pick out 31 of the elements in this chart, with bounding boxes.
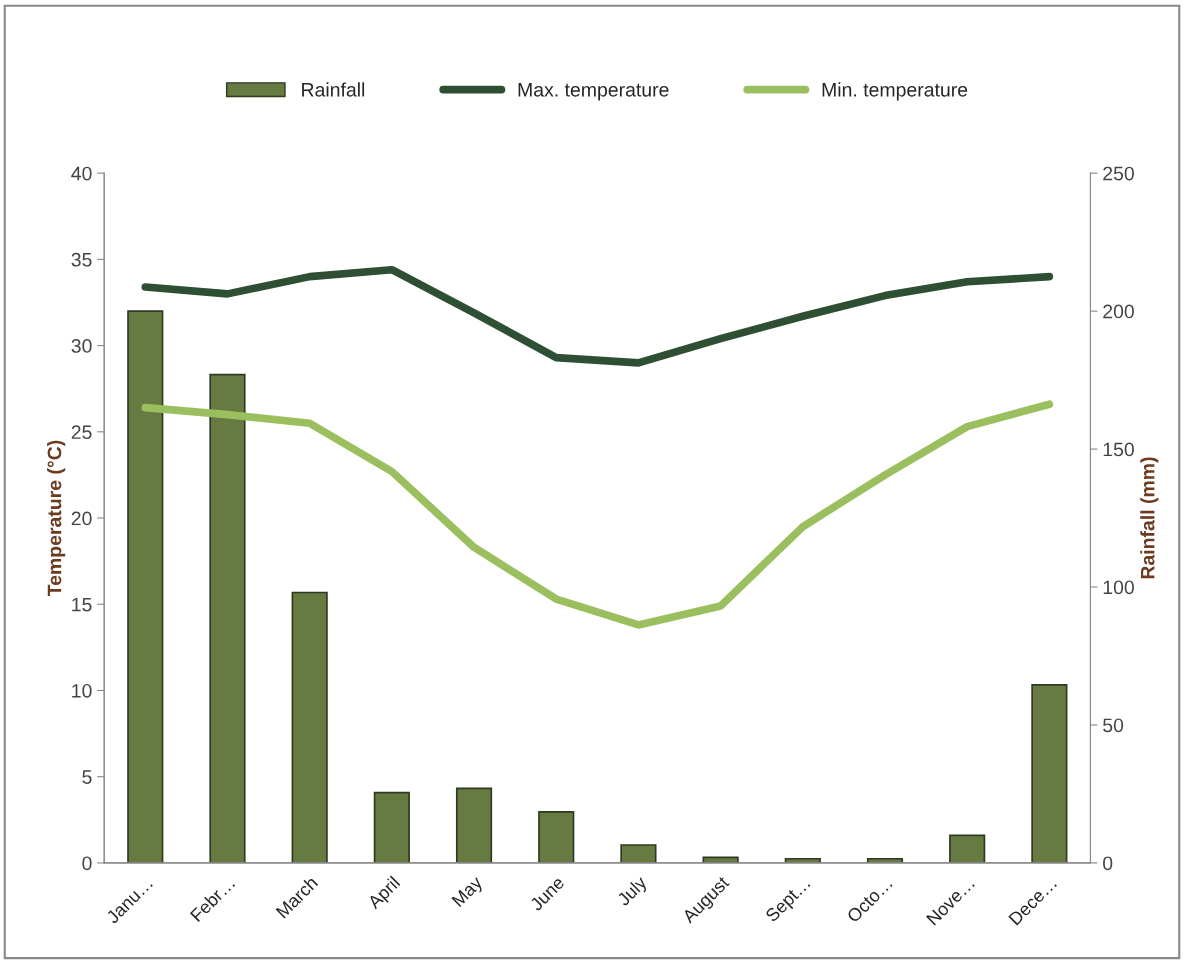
y-tick-label: 25 [71, 425, 92, 440]
x-tick-label: July [615, 874, 651, 910]
bar [291, 591, 328, 863]
y-axis-title: Temperature (°C) [47, 440, 66, 597]
y2-tick-label: 200 [1103, 304, 1134, 319]
bar [949, 834, 986, 863]
legend-label: Rainfall [302, 82, 365, 97]
y-tick-label: 15 [72, 597, 92, 612]
y-tick-label: 30 [71, 339, 92, 353]
y-tick-label: 10 [72, 683, 92, 698]
bar [538, 811, 575, 863]
y2-tick-label: 250 [1103, 166, 1134, 181]
y2-tick-label: 0 [1103, 856, 1113, 871]
y-tick-label: 5 [82, 770, 92, 784]
bar [455, 787, 493, 863]
bar [1031, 684, 1068, 863]
y2-tick-label: 100 [1103, 580, 1134, 595]
y2-tick-label: 50 [1103, 718, 1124, 733]
y-tick-label: 35 [71, 252, 92, 267]
bar [209, 373, 246, 863]
legend-label: Min. temperature [822, 82, 968, 101]
y2-tick-label: 150 [1103, 442, 1134, 457]
x-tick-label: May [451, 875, 486, 910]
legend-label: Max. temperature [518, 83, 669, 101]
y2-axis-title: Rainfall (mm) [1140, 457, 1159, 579]
bar [373, 791, 410, 863]
y-tick-label: 40 [71, 166, 92, 181]
bar [620, 844, 657, 863]
y-tick-label: 20 [71, 511, 92, 526]
y-tick-label: 0 [82, 856, 92, 871]
bar [127, 310, 164, 863]
